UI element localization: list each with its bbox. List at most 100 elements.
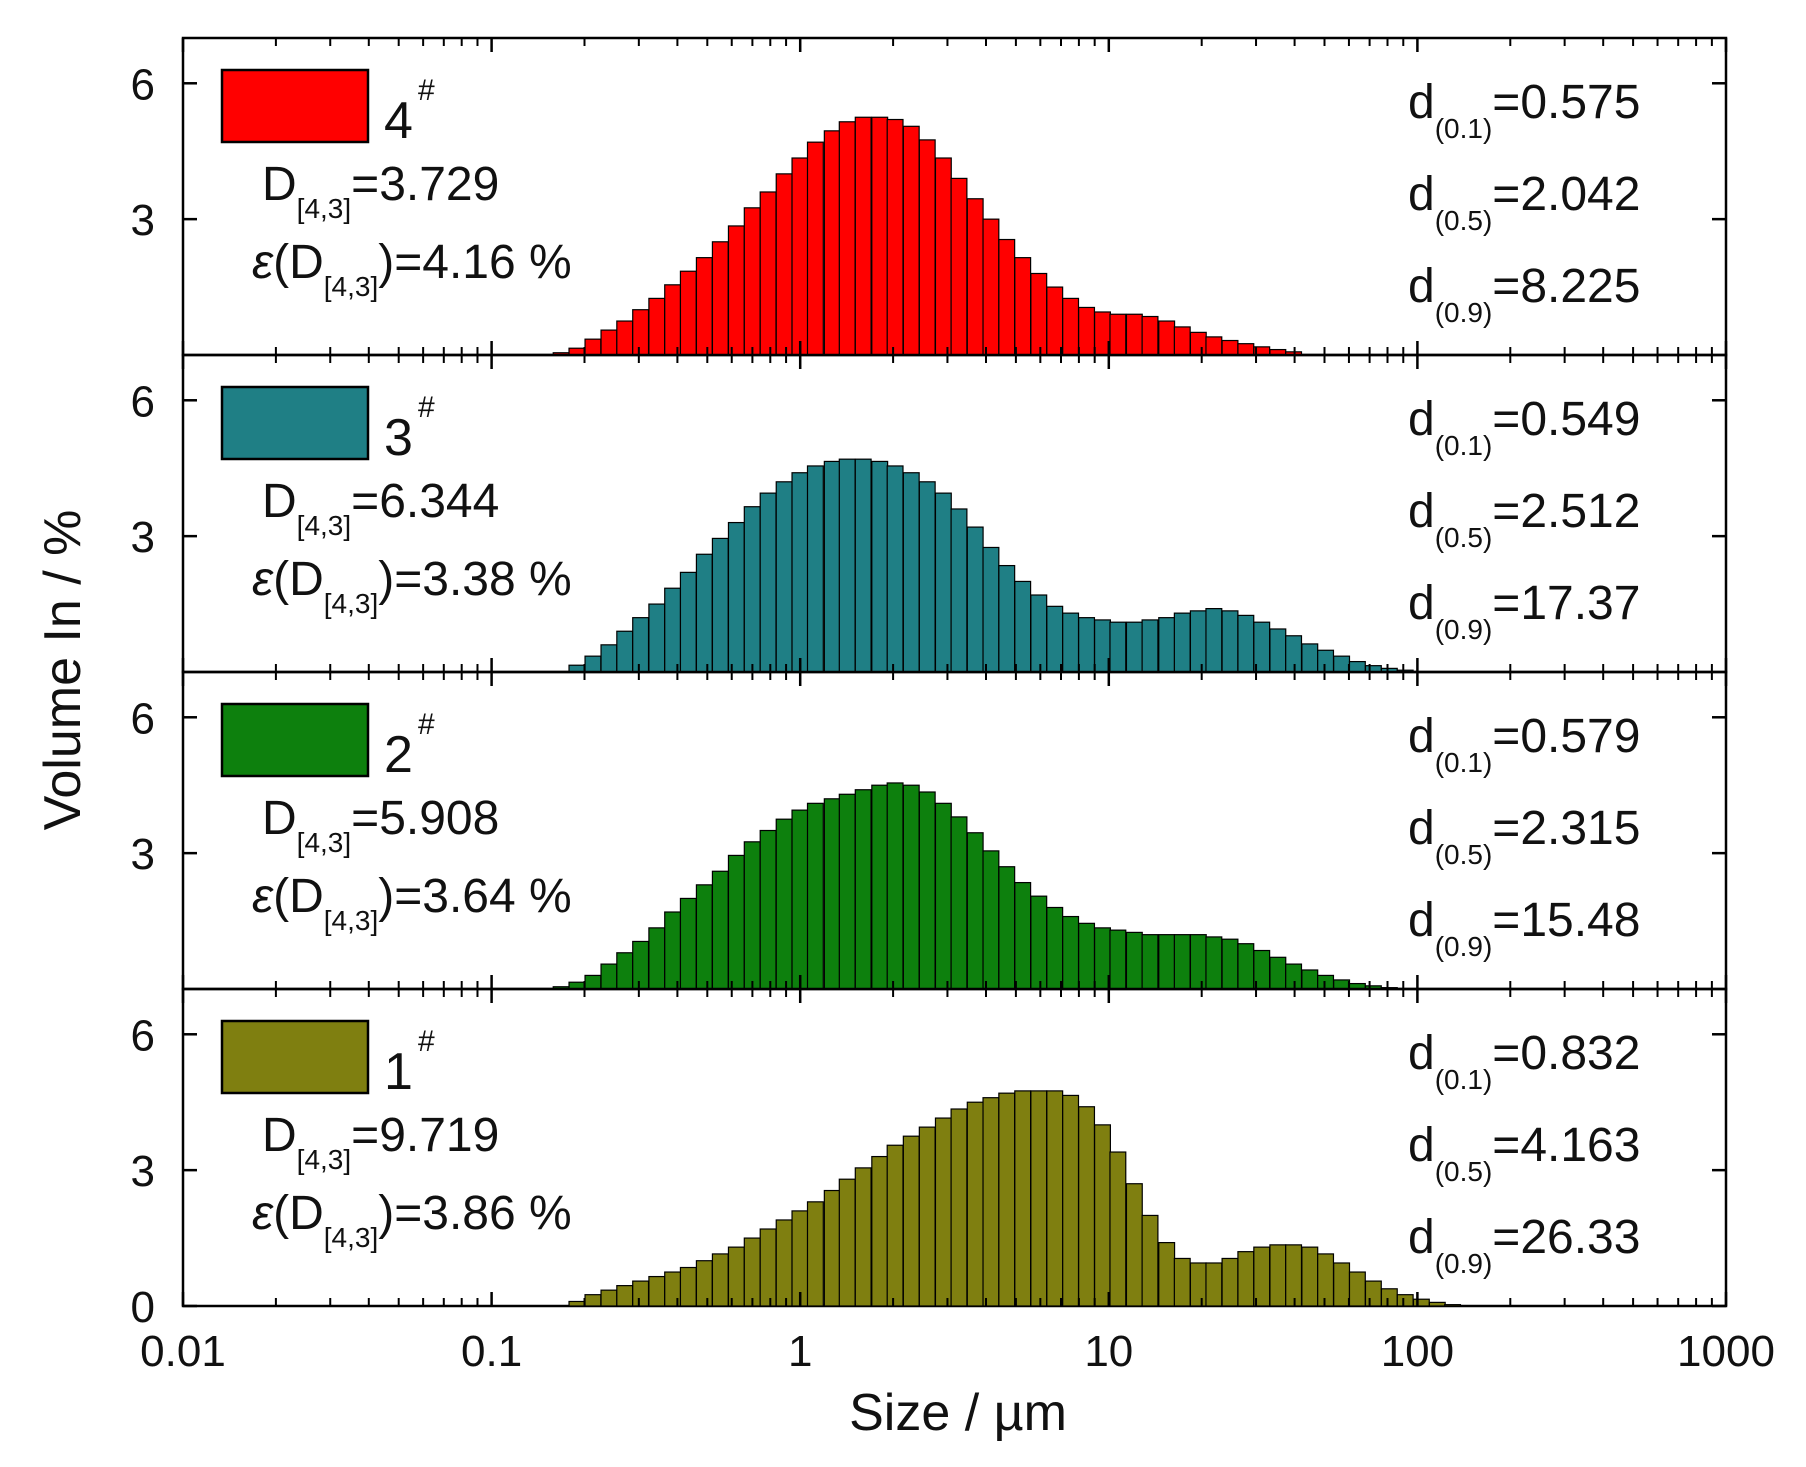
- bar: [823, 1189, 841, 1307]
- legend-swatch: [220, 702, 370, 778]
- eps-prefix: (D: [273, 236, 324, 289]
- bar: [600, 329, 618, 356]
- bar: [1078, 922, 1096, 990]
- bar: [1333, 979, 1351, 990]
- legend-superscript: #: [418, 391, 435, 424]
- bar: [711, 241, 729, 356]
- eps-annotation: ε(D[4,3])=3.86 %: [252, 1187, 572, 1253]
- bar: [584, 1294, 602, 1307]
- bar: [775, 173, 793, 356]
- bar: [616, 320, 634, 356]
- bar: [600, 963, 618, 990]
- bar: [950, 508, 968, 673]
- percentile-value: =0.575: [1492, 76, 1640, 129]
- bar: [1158, 1241, 1176, 1307]
- bar: [982, 1097, 1000, 1307]
- legend-label: 4: [384, 92, 413, 150]
- x-tick-label: 1000: [1677, 1327, 1775, 1376]
- bar: [632, 1280, 650, 1307]
- bar: [1125, 1183, 1143, 1307]
- percentile-prefix: d: [1408, 485, 1435, 538]
- bar: [806, 1201, 824, 1307]
- bar: [743, 841, 761, 990]
- d43-prefix: D: [262, 475, 297, 528]
- bar: [966, 832, 984, 990]
- d43-prefix: D: [262, 158, 297, 211]
- bar: [886, 1144, 904, 1307]
- bar: [727, 225, 745, 356]
- percentile-subscript: (0.9): [1435, 297, 1493, 328]
- bar: [1253, 1246, 1271, 1307]
- bar: [1173, 1257, 1191, 1307]
- legend-superscript: #: [418, 1025, 435, 1058]
- bar: [695, 1260, 713, 1307]
- bar: [1221, 610, 1239, 673]
- bar: [998, 1092, 1016, 1307]
- d43-value: =3.729: [351, 158, 499, 211]
- bar: [918, 139, 936, 356]
- bar: [1301, 643, 1319, 673]
- legend-swatch: [220, 385, 370, 461]
- percentile-annotation: d(0.1)=0.579: [1408, 710, 1640, 778]
- eps-value: )=3.38 %: [378, 553, 571, 606]
- percentile-annotation: d(0.5)=2.315: [1408, 802, 1640, 870]
- eps-value: )=3.86 %: [378, 1187, 571, 1240]
- percentile-prefix: d: [1408, 577, 1435, 630]
- eps-subscript: [4,3]: [324, 271, 378, 302]
- d43-value: =5.908: [351, 792, 499, 845]
- bar: [1125, 931, 1143, 990]
- bar: [711, 870, 729, 990]
- d43-annotation: D[4,3]=3.729: [262, 158, 499, 224]
- bar: [1046, 906, 1064, 990]
- bar: [1396, 1294, 1414, 1307]
- percentile-prefix: d: [1408, 802, 1435, 855]
- bar: [1062, 297, 1080, 356]
- bar: [838, 1178, 856, 1307]
- bar: [1189, 610, 1207, 673]
- bar: [1221, 339, 1239, 356]
- bar: [1317, 649, 1335, 673]
- legend-superscript: #: [418, 708, 435, 741]
- percentile-prefix: d: [1408, 1211, 1435, 1264]
- bar: [854, 789, 872, 990]
- percentile-annotation: d(0.5)=2.042: [1408, 168, 1640, 236]
- bar: [695, 884, 713, 990]
- d43-value: =9.719: [351, 1109, 499, 1162]
- bar: [679, 1266, 697, 1307]
- percentile-prefix: d: [1408, 393, 1435, 446]
- bar: [966, 526, 984, 673]
- bar: [871, 460, 889, 673]
- x-tick-label: 10: [1084, 1327, 1133, 1376]
- eps-symbol: ε: [252, 1187, 274, 1240]
- bar: [616, 1285, 634, 1307]
- bar: [998, 866, 1016, 990]
- d43-subscript: [4,3]: [297, 193, 351, 224]
- percentile-value: =2.042: [1492, 168, 1640, 221]
- bar: [1317, 1253, 1335, 1307]
- eps-prefix: (D: [273, 553, 324, 606]
- percentile-annotation: d(0.1)=0.549: [1408, 393, 1640, 461]
- bar: [743, 207, 761, 356]
- bar: [695, 553, 713, 673]
- bar: [1285, 1244, 1303, 1307]
- percentile-prefix: d: [1408, 1027, 1435, 1080]
- bar: [1221, 938, 1239, 990]
- eps-prefix: (D: [273, 1187, 324, 1240]
- bar: [1237, 343, 1255, 356]
- d43-prefix: D: [262, 792, 297, 845]
- bar: [791, 472, 809, 673]
- bar: [584, 655, 602, 673]
- y-tick-label: 3: [131, 196, 155, 245]
- d43-prefix: D: [262, 1109, 297, 1162]
- legend-swatch: [220, 1019, 370, 1095]
- bar: [886, 782, 904, 990]
- bar: [1189, 1262, 1207, 1307]
- bar: [648, 297, 666, 356]
- percentile-annotation: d(0.9)=26.33: [1408, 1211, 1640, 1279]
- bar: [1348, 1271, 1366, 1307]
- bar-series-1: [568, 1090, 1462, 1307]
- bar: [1141, 619, 1159, 673]
- bar: [934, 492, 952, 673]
